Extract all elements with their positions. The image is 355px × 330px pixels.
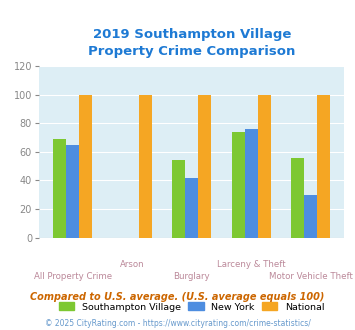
Bar <box>258 95 271 238</box>
Bar <box>139 95 152 238</box>
Bar <box>317 95 331 238</box>
Text: Larceny & Theft: Larceny & Theft <box>217 260 285 269</box>
Text: © 2025 CityRating.com - https://www.cityrating.com/crime-statistics/: © 2025 CityRating.com - https://www.city… <box>45 319 310 328</box>
Text: All Property Crime: All Property Crime <box>33 272 111 281</box>
Bar <box>172 160 185 238</box>
Legend: Southampton Village, New York, National: Southampton Village, New York, National <box>59 302 324 312</box>
Bar <box>198 95 211 238</box>
Text: Burglary: Burglary <box>173 272 210 281</box>
Bar <box>291 157 304 238</box>
Bar <box>53 139 66 238</box>
Bar <box>79 95 92 238</box>
Bar <box>185 178 198 238</box>
Bar <box>245 129 258 238</box>
Text: Motor Vehicle Theft: Motor Vehicle Theft <box>269 272 353 281</box>
Text: Compared to U.S. average. (U.S. average equals 100): Compared to U.S. average. (U.S. average … <box>30 292 325 302</box>
Bar <box>66 145 79 238</box>
Bar <box>231 132 245 238</box>
Bar <box>304 195 317 238</box>
Text: Arson: Arson <box>120 260 144 269</box>
Title: 2019 Southampton Village
Property Crime Comparison: 2019 Southampton Village Property Crime … <box>88 28 295 58</box>
